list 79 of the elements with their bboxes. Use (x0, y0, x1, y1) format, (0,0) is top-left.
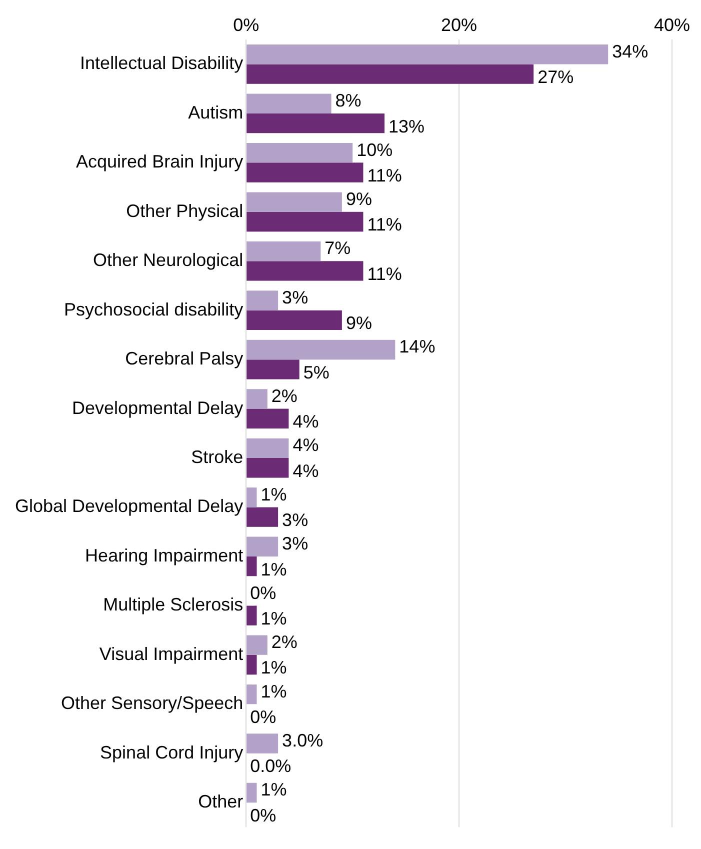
bar (246, 408, 289, 428)
y-tick-label: Other Neurological (93, 250, 244, 270)
data-label: 1% (260, 484, 287, 504)
y-tick-label: Global Developmental Delay (14, 496, 244, 516)
bar (246, 536, 278, 556)
bar (246, 556, 257, 576)
bar (246, 340, 396, 360)
data-label: 11% (367, 264, 402, 284)
y-tick-label: Spinal Cord Injury (100, 742, 244, 762)
bar (246, 64, 534, 84)
bar (246, 241, 321, 262)
data-label: 0.0% (250, 756, 292, 776)
data-label: 3% (282, 510, 308, 530)
data-label: 2% (271, 632, 298, 652)
bar (246, 212, 364, 232)
x-tick-label: 20% (441, 14, 478, 35)
bar (246, 113, 385, 134)
bar (246, 507, 278, 527)
y-tick-label: Hearing Impairment (85, 545, 244, 566)
data-label: 0% (250, 706, 276, 727)
y-tick-label: Stroke (191, 446, 244, 467)
data-label: 4% (292, 435, 319, 456)
y-tick-label: Intellectual Disability (80, 53, 244, 74)
data-label: 5% (303, 362, 330, 382)
bar (246, 488, 257, 508)
data-label: 34% (612, 41, 648, 62)
data-label: 1% (260, 658, 287, 678)
data-label: 7% (324, 238, 351, 258)
data-label: 14% (399, 336, 436, 357)
data-label: 3% (282, 287, 308, 308)
y-tick-label: Multiple Sclerosis (103, 594, 244, 615)
bar (246, 635, 268, 655)
bar (246, 654, 257, 675)
bar (246, 782, 257, 803)
data-label: 1% (260, 681, 287, 702)
bar (246, 684, 257, 704)
data-label: 2% (271, 386, 298, 406)
y-tick-label: Other (198, 792, 244, 812)
y-tick-label: Acquired Brain Injury (76, 152, 244, 172)
data-label: 11% (367, 165, 402, 186)
data-label: 4% (292, 460, 319, 481)
data-label: 1% (260, 780, 287, 800)
bar (246, 458, 289, 478)
data-label: 1% (260, 559, 287, 580)
data-label: 0% (250, 805, 276, 826)
data-label: 1% (260, 608, 287, 628)
bar (246, 44, 608, 64)
x-tick-label: 0% (233, 14, 260, 35)
y-tick-label: Autism (188, 102, 244, 122)
y-tick-label: Visual Impairment (99, 644, 244, 664)
data-label: 11% (367, 214, 402, 235)
bar (246, 290, 278, 310)
y-tick-label: Other Sensory/Speech (61, 693, 244, 714)
bar (246, 389, 268, 409)
x-tick-label: 40% (654, 14, 690, 35)
data-label: 10% (356, 140, 393, 160)
bar (246, 192, 342, 212)
data-label: 4% (292, 412, 319, 432)
bar (246, 606, 257, 626)
data-label: 27% (538, 67, 574, 88)
bar (246, 261, 364, 281)
data-label: 3.0% (282, 730, 324, 750)
bar (246, 162, 364, 182)
y-tick-label: Cerebral Palsy (125, 348, 244, 369)
y-tick-label: Psychosocial disability (64, 299, 244, 320)
data-label: 9% (346, 189, 372, 210)
bar (246, 310, 342, 330)
bar (246, 734, 278, 754)
bar (246, 142, 353, 163)
bar (246, 438, 289, 458)
y-tick-label: Developmental Delay (72, 398, 244, 418)
y-tick-label: Other Physical (126, 200, 244, 221)
bar (246, 94, 332, 114)
bar (246, 360, 300, 380)
data-label: 0% (250, 582, 276, 603)
data-label: 13% (388, 116, 425, 136)
data-label: 8% (335, 90, 362, 111)
data-label: 9% (346, 313, 372, 334)
data-label: 3% (282, 534, 308, 554)
